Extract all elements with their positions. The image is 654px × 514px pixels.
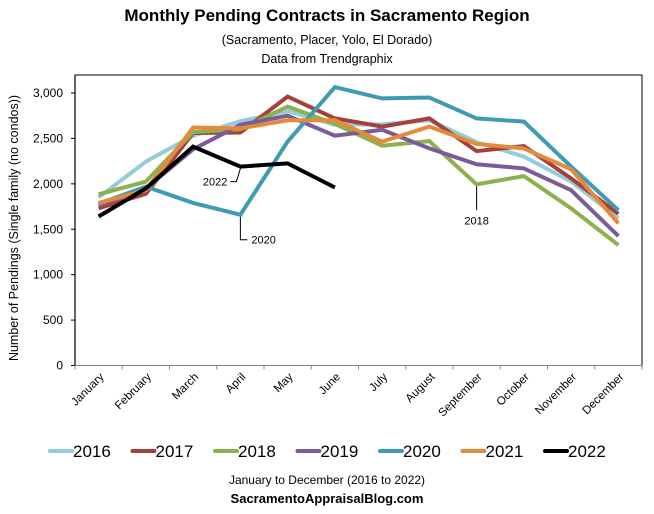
chart-title: Monthly Pending Contracts in Sacramento …: [124, 6, 530, 25]
x-axis-title: January to December (2016 to 2022): [228, 473, 426, 487]
x-tick-label: April: [224, 371, 249, 396]
x-tick-label: October: [495, 371, 533, 409]
series-line-2020: [97, 84, 620, 217]
y-tick-label: 0: [56, 359, 63, 373]
x-tick-label: June: [317, 371, 343, 397]
legend-label: 2022: [568, 442, 606, 461]
chart-subtitle-source: Data from Trendgraphix: [261, 52, 393, 66]
series-2019: [97, 113, 620, 238]
legend-item-2021: 2021: [460, 442, 524, 461]
x-tick-label: January: [69, 371, 107, 409]
legend-label: 2021: [486, 442, 524, 461]
y-tick-label: 2,000: [33, 177, 63, 191]
legend-label: 2019: [321, 442, 359, 461]
y-axis-label: Number of Pendings (Single family (no co…: [7, 95, 21, 361]
y-axis: 0 500 1,000 1,500 2,000 2,500 3,000: [33, 75, 76, 373]
series-line-2019: [97, 113, 620, 238]
y-tick-label: 1,000: [33, 268, 63, 282]
series-line-2022: [97, 144, 336, 219]
series-2021: [98, 118, 620, 225]
legend-label: 2017: [156, 442, 194, 461]
chart-subtitle-regions: (Sacramento, Placer, Yolo, El Dorado): [221, 33, 433, 47]
legend: 2016 2017 2018 2019 2020 2021 2022: [48, 442, 606, 461]
x-tick-label: August: [404, 371, 438, 405]
x-axis: January February March April May June July Augu…: [69, 365, 643, 419]
legend-label: 2018: [238, 442, 276, 461]
annotation-label-2020: 2020: [251, 235, 275, 247]
legend-item-2022: 2022: [543, 442, 606, 461]
y-tick-label: 500: [43, 313, 63, 327]
x-tick-label: May: [272, 371, 296, 395]
series-2022: [97, 144, 336, 219]
x-tick-label: November: [533, 371, 579, 417]
y-tick-label: 2,500: [33, 131, 63, 145]
annotation-label-2018: 2018: [464, 215, 488, 227]
source-credit: SacramentoAppraisalBlog.com: [230, 491, 424, 506]
x-tick-label: March: [170, 371, 201, 402]
legend-item-2018: 2018: [213, 442, 276, 461]
legend-label: 2016: [73, 442, 111, 461]
x-tick-label: September: [436, 371, 484, 419]
annotation-leader: [230, 168, 241, 183]
x-tick-label: February: [113, 371, 154, 412]
annotation-label-2022: 2022: [203, 177, 227, 189]
legend-item-2016: 2016: [48, 442, 111, 461]
annotations: 2022 2020 2018: [203, 168, 489, 247]
x-tick-label: December: [580, 371, 626, 417]
legend-label: 2020: [403, 442, 441, 461]
legend-item-2017: 2017: [130, 442, 194, 461]
series-layer: [97, 84, 620, 247]
annotation-leader: [239, 216, 248, 241]
y-tick-label: 1,500: [33, 222, 63, 236]
y-tick-label: 3,000: [33, 86, 63, 100]
legend-item-2019: 2019: [295, 442, 359, 461]
x-tick-label: July: [367, 371, 390, 394]
legend-item-2020: 2020: [378, 442, 441, 461]
plot-area: [74, 74, 643, 366]
series-line-2021: [98, 118, 620, 225]
